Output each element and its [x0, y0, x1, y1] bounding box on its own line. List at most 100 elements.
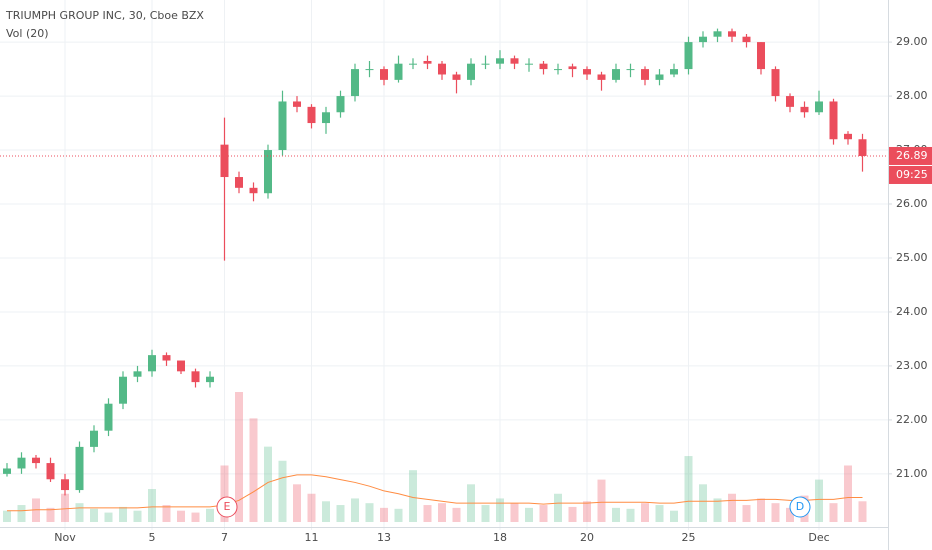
candle-body	[32, 457, 40, 464]
volume-bar	[742, 505, 751, 522]
candle-body	[336, 96, 345, 113]
candle-body	[264, 150, 272, 194]
candle-body	[104, 403, 113, 431]
volume-bar	[235, 392, 243, 522]
candle-body	[771, 69, 780, 97]
candle-body	[191, 371, 200, 383]
candle-body	[394, 63, 403, 80]
candle-body	[496, 58, 504, 64]
volume-bar	[438, 503, 446, 522]
candle-body	[365, 69, 374, 71]
candle-body	[90, 430, 98, 447]
volume-bar	[713, 498, 722, 522]
candle-body	[278, 101, 287, 151]
y-tick-label: 26.00	[896, 197, 928, 210]
volume-bar	[409, 470, 417, 522]
candle-body	[177, 360, 185, 372]
y-tick-label: 22.00	[896, 413, 928, 426]
volume-bar	[90, 508, 98, 522]
volume-bar	[75, 503, 84, 522]
volume-bar	[133, 510, 142, 522]
volume-bar	[757, 498, 765, 522]
candle-body	[713, 31, 722, 37]
candle-body	[800, 106, 809, 113]
volume-bar	[496, 498, 504, 522]
volume-bar	[641, 503, 649, 522]
candle-body	[655, 74, 664, 80]
volume-bar	[858, 501, 867, 522]
candle-body	[249, 187, 258, 194]
x-tick-label: Dec	[808, 531, 829, 544]
volume-bar	[17, 505, 26, 522]
event-marker: E	[216, 496, 238, 518]
volume-bar	[829, 503, 838, 522]
volume-bar	[815, 479, 823, 522]
candle-body	[786, 96, 794, 107]
candle-body	[119, 376, 127, 404]
candle-body	[757, 42, 765, 70]
volume-bar	[684, 456, 693, 522]
volume-bar	[293, 484, 301, 522]
volume-bar	[481, 505, 490, 522]
x-tick-label: 25	[682, 531, 696, 544]
volume-bar	[61, 493, 69, 522]
event-circle	[789, 496, 811, 518]
event-label: E	[224, 500, 231, 513]
event-circle	[216, 496, 238, 518]
volume-bar	[351, 498, 359, 522]
candle-body	[75, 446, 84, 491]
volume-bar	[177, 510, 185, 522]
volume-bar	[786, 507, 794, 522]
volume-bar	[278, 460, 287, 522]
candle-body	[699, 36, 707, 43]
candle-body	[3, 468, 11, 474]
x-tick-label: 5	[149, 531, 156, 544]
candle-body	[235, 177, 243, 188]
candle-body	[438, 63, 446, 75]
grid	[0, 0, 888, 530]
candle-body	[641, 69, 649, 80]
volume-bar	[264, 446, 272, 522]
y-tick-label: 21.00	[896, 467, 928, 480]
candle-body	[829, 101, 838, 140]
volume-bar	[148, 489, 156, 522]
candle-body	[626, 69, 635, 71]
volume-bar	[583, 501, 591, 522]
candle-body	[525, 63, 533, 65]
indicator-label: Vol (20)	[6, 27, 49, 40]
candle-body	[409, 63, 417, 65]
volume-bar	[423, 505, 432, 522]
candle-body	[728, 31, 736, 37]
candle-body	[568, 66, 577, 70]
candle-body	[133, 371, 142, 377]
candle-body	[380, 69, 388, 80]
candle-body	[351, 69, 359, 97]
volume-ma-line	[7, 474, 863, 512]
volume-bar	[119, 506, 127, 522]
volume-bar	[162, 505, 171, 522]
x-tick-label: 7	[221, 531, 228, 544]
candle-body	[322, 112, 330, 124]
volume-bar	[771, 503, 780, 522]
candle-body	[858, 139, 867, 156]
volume-bar	[365, 503, 374, 522]
candle-body	[162, 355, 171, 361]
y-tick-label: 28.00	[896, 89, 928, 102]
candle-body	[539, 63, 548, 70]
volume-bar	[597, 479, 606, 522]
volume-bar	[699, 484, 707, 522]
volume-bar	[336, 505, 345, 522]
last-price-label: 26.89	[896, 149, 928, 162]
volume-bar	[539, 505, 548, 522]
y-tick-label: 29.00	[896, 35, 928, 48]
volume-bar	[220, 465, 229, 522]
volume-bar	[510, 503, 519, 522]
countdown-label: 09:25	[896, 168, 928, 181]
volume-bar	[670, 510, 678, 522]
volume-bar	[46, 507, 55, 522]
volume-bar	[307, 493, 316, 522]
volume-bar	[655, 505, 664, 522]
x-tick-label: Nov	[54, 531, 76, 544]
candle-body	[46, 463, 55, 480]
